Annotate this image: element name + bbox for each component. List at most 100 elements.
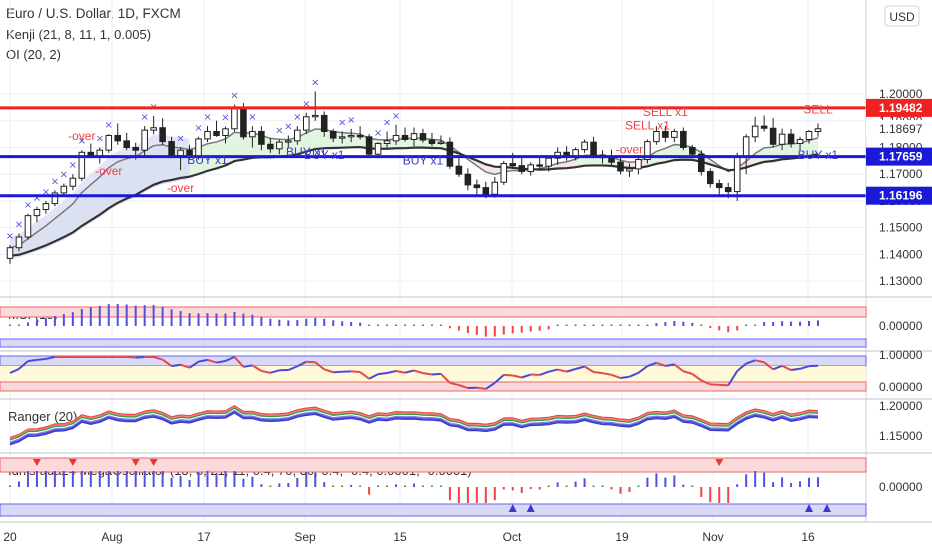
tdi-line-segment	[494, 374, 505, 384]
tdi-line-segment	[665, 363, 675, 367]
kenji-band	[405, 137, 414, 149]
candle-body	[168, 141, 175, 157]
signal-label: SELL	[803, 102, 833, 116]
kenji-band	[216, 139, 226, 169]
currency-button-label: USD	[889, 10, 915, 24]
candle-body	[527, 164, 534, 173]
msi-upper-zone	[0, 306, 867, 318]
candle-body	[653, 130, 660, 143]
tdi-line-segment	[270, 369, 280, 374]
candle-body	[69, 177, 77, 187]
trend-marker: ×	[24, 200, 32, 211]
candle-body	[401, 134, 409, 140]
time-tick-label: 20	[3, 530, 17, 544]
tdi-lower-zone	[0, 381, 867, 392]
candle-body	[15, 236, 23, 249]
mega-sell-arrow	[68, 459, 77, 466]
tdi-line-segment	[611, 373, 621, 379]
tdi-line-segment	[754, 359, 765, 364]
tdi-line-segment	[198, 358, 208, 363]
trend-marker: ×	[275, 125, 283, 136]
candle-body	[374, 142, 382, 155]
candle-body	[500, 163, 508, 183]
candle-body	[132, 147, 139, 151]
ranger-line	[9, 409, 819, 443]
tdi-line-segment	[683, 370, 693, 375]
kenji-band	[764, 147, 774, 162]
price-axis-bg	[866, 0, 932, 550]
candle-body	[356, 134, 364, 138]
candle-body	[545, 157, 552, 167]
kenji-band	[243, 132, 253, 160]
currency-button	[884, 5, 920, 27]
signal-label: BUY x1	[304, 148, 345, 162]
tdi-line-segment	[377, 372, 388, 376]
candle-body	[51, 192, 59, 205]
candle-body	[222, 128, 229, 136]
tdi-line-segment	[575, 365, 585, 370]
candle-body	[105, 134, 113, 151]
candle-body	[159, 127, 166, 143]
candle-body	[760, 125, 768, 129]
ranger-line	[9, 404, 819, 439]
price-level-tag	[866, 147, 932, 166]
candle-body	[509, 163, 517, 167]
signal-label: BUY x1	[798, 148, 839, 162]
price-level-value: 1.19482	[879, 101, 923, 115]
trend-marker: ×	[203, 112, 211, 123]
candle-body	[644, 141, 651, 161]
price-level-tag	[866, 186, 932, 205]
candle-body	[518, 165, 526, 173]
mega-sell-arrow	[149, 459, 158, 466]
tdi-line-segment	[790, 367, 801, 372]
candle-body	[715, 183, 723, 189]
tdi-tick-label: 0.00000	[879, 380, 923, 394]
tdi-line-segment	[171, 363, 181, 368]
tdi-line-segment	[745, 359, 756, 365]
tdi-line-segment	[431, 372, 442, 376]
tdi-line-segment	[162, 358, 173, 367]
trend-marker: ×	[284, 121, 292, 132]
tdi-line-segment	[629, 371, 639, 378]
kenji-indicator-label: Kenji (21, 8, 11, 1, 0.005)	[6, 27, 152, 42]
tdi-line-segment	[557, 368, 567, 373]
tdi-line-segment	[9, 368, 20, 374]
tdi-line-segment	[736, 362, 747, 372]
tdi-line-segment	[45, 356, 56, 360]
candle-body	[231, 108, 238, 130]
candle-body	[742, 136, 750, 158]
trend-marker: ×	[42, 187, 50, 198]
candle-body	[24, 215, 32, 238]
tdi-line-segment	[233, 356, 245, 368]
candle-body	[419, 133, 427, 141]
candle-body	[724, 187, 732, 193]
candle-body	[680, 130, 687, 149]
tdi-line-segment	[153, 356, 163, 361]
ranger-tick-label: 1.20000	[879, 399, 923, 413]
mega-buy-arrow	[822, 504, 831, 512]
tdi-line-segment	[620, 375, 630, 380]
trend-marker: ×	[33, 193, 41, 204]
tdi-line-segment	[781, 364, 792, 371]
time-tick-label: 17	[197, 530, 211, 544]
tdi-line-segment	[395, 370, 406, 374]
tdi-line-segment	[476, 386, 486, 390]
candle-body	[6, 247, 14, 259]
candle-body	[383, 140, 391, 144]
tdi-line-segment	[449, 381, 460, 387]
tdi-tick-label: 1.00000	[879, 348, 923, 362]
tdi-line-segment	[261, 369, 271, 374]
signal-label: -over	[95, 164, 122, 178]
trend-marker: ×	[105, 120, 113, 131]
tdi-line-segment	[243, 364, 253, 368]
mega-sell-arrow	[715, 459, 724, 466]
candle-body	[689, 147, 696, 155]
candle-body	[302, 116, 310, 131]
candle-body	[78, 151, 86, 179]
tdi-line-segment	[602, 372, 612, 376]
price-level-value: 1.16196	[879, 189, 923, 203]
ranger-line	[9, 410, 819, 445]
candle-body	[347, 134, 355, 138]
ranger-line	[9, 412, 819, 446]
